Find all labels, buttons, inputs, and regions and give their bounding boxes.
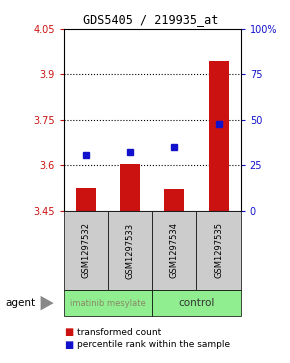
Bar: [108, 211, 152, 290]
Text: GSM1297532: GSM1297532: [81, 223, 90, 278]
Bar: [152, 211, 197, 290]
Bar: [196, 211, 241, 290]
Text: GDS5405 / 219935_at: GDS5405 / 219935_at: [83, 13, 218, 26]
Text: ■: ■: [64, 340, 73, 350]
Text: GSM1297535: GSM1297535: [214, 223, 223, 278]
Bar: [152, 290, 241, 316]
Text: ■: ■: [64, 327, 73, 337]
Text: transformed count: transformed count: [77, 328, 161, 337]
Bar: [64, 290, 152, 316]
Bar: [164, 189, 184, 211]
Bar: [120, 164, 140, 211]
Bar: [64, 211, 108, 290]
Text: imatinib mesylate: imatinib mesylate: [70, 299, 146, 307]
Bar: [209, 61, 229, 211]
Text: control: control: [178, 298, 215, 308]
Text: GSM1297533: GSM1297533: [126, 223, 135, 278]
Text: agent: agent: [6, 298, 36, 308]
Polygon shape: [41, 296, 54, 310]
Bar: [76, 188, 96, 211]
Text: percentile rank within the sample: percentile rank within the sample: [77, 340, 230, 349]
Text: GSM1297534: GSM1297534: [170, 223, 179, 278]
